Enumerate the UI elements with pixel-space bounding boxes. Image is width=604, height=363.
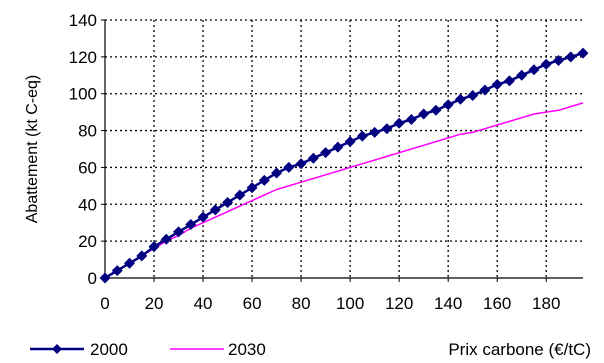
data-point-2000	[332, 141, 344, 153]
series-line-2030	[104, 102, 584, 279]
data-point-2000	[454, 93, 466, 105]
data-point-2000	[209, 204, 221, 216]
data-point-2000	[430, 104, 442, 116]
x-tick-label: 80	[292, 294, 311, 313]
data-point-2000	[99, 272, 111, 284]
x-tick-labels: 0 20 40 60 80 100 120 140 160 180	[100, 294, 560, 313]
data-point-2000	[479, 84, 491, 96]
data-point-2000	[271, 167, 283, 179]
y-tick-label: 60	[78, 158, 97, 177]
x-axis-label: Prix carbone (€/tC)	[448, 340, 591, 359]
data-point-2000	[222, 196, 234, 208]
data-point-2000	[234, 189, 246, 201]
data-point-2000	[503, 75, 515, 87]
data-point-2000	[540, 58, 552, 70]
y-tick-label: 80	[78, 122, 97, 141]
y-tick-label: 20	[78, 232, 97, 251]
data-point-2000	[369, 126, 381, 138]
x-tick-label: 160	[483, 294, 511, 313]
y-tick-label: 100	[69, 85, 97, 104]
series-line-2000	[104, 52, 584, 280]
legend-item-2030: 2030	[170, 340, 266, 359]
y-tick-label: 120	[69, 48, 97, 67]
series-markers	[99, 47, 589, 284]
data-point-2000	[307, 152, 319, 164]
x-tick-label: 0	[100, 294, 109, 313]
data-point-2000	[442, 99, 454, 111]
x-tick-label: 140	[434, 294, 462, 313]
y-tick-label: 0	[88, 269, 97, 288]
data-point-2000	[246, 182, 258, 194]
data-point-2000	[136, 250, 148, 262]
data-point-2000	[185, 219, 197, 231]
x-tick-label: 120	[385, 294, 413, 313]
legend: 2000 2030	[30, 340, 266, 359]
data-point-2000	[295, 158, 307, 170]
legend-item-2000: 2000	[30, 340, 128, 359]
data-point-2000	[344, 136, 356, 148]
axes	[104, 20, 583, 279]
data-point-2000	[197, 211, 209, 223]
data-point-2000	[356, 130, 368, 142]
x-tick-label: 180	[532, 294, 560, 313]
y-axis-label: Abattement (kt C-eq)	[24, 75, 41, 224]
data-point-2000	[393, 117, 405, 129]
y-tick-labels: 0 20 40 60 80 100 120 140	[69, 11, 97, 288]
data-point-2000	[320, 147, 332, 159]
data-point-2000	[124, 257, 136, 269]
x-tick-label: 20	[145, 294, 164, 313]
data-point-2000	[418, 108, 430, 120]
data-point-2000	[381, 123, 393, 135]
data-point-2000	[491, 79, 503, 90]
data-point-2000	[577, 47, 589, 59]
data-point-2000	[173, 226, 185, 238]
x-tick-label: 40	[194, 294, 213, 313]
legend-marker-2000	[52, 344, 62, 354]
data-point-2000	[148, 241, 160, 253]
y-tick-label: 140	[69, 11, 97, 30]
series-lines	[104, 52, 584, 280]
x-tick-label: 100	[336, 294, 364, 313]
data-point-2000	[565, 51, 577, 63]
x-tick-label: 60	[243, 294, 262, 313]
data-point-2000	[467, 90, 479, 102]
data-point-2000	[160, 233, 172, 245]
data-point-2000	[528, 64, 540, 76]
grid-lines	[105, 19, 583, 278]
data-point-2000	[258, 174, 270, 186]
data-point-2000	[516, 69, 528, 81]
data-point-2000	[283, 161, 295, 173]
legend-label-2030: 2030	[228, 340, 266, 359]
y-tick-label: 40	[78, 195, 97, 214]
legend-label-2000: 2000	[90, 340, 128, 359]
data-point-2000	[552, 55, 564, 67]
data-point-2000	[111, 265, 123, 277]
data-point-2000	[405, 114, 417, 126]
